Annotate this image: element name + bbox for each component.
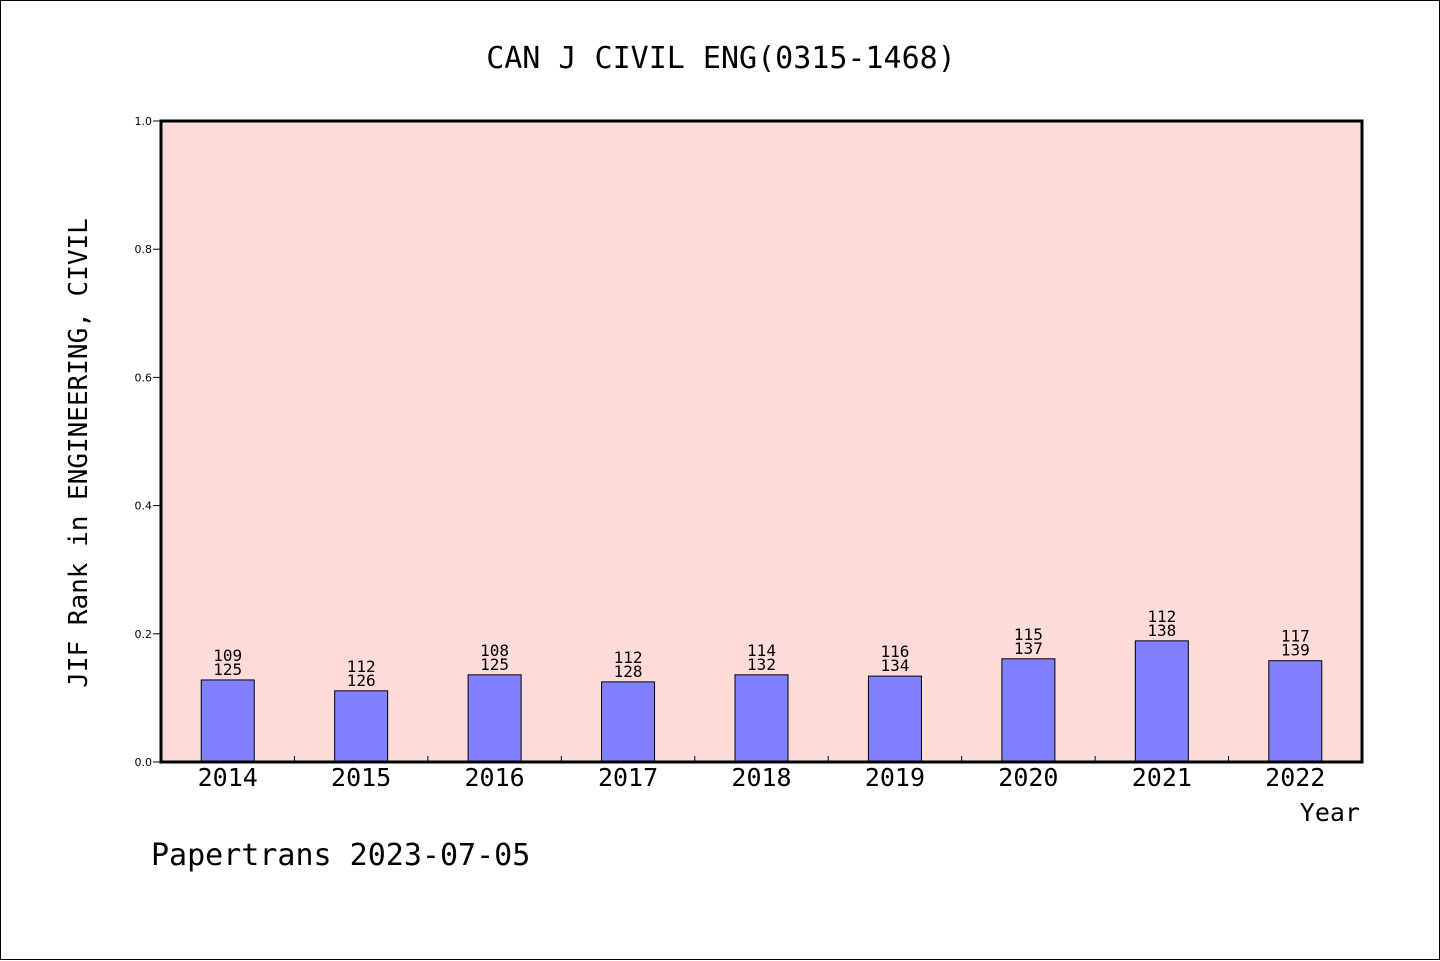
bar-2018 <box>734 674 789 763</box>
bar-2014 <box>200 679 255 763</box>
data-label: 112 <box>614 648 643 667</box>
bar-series <box>200 640 1323 763</box>
x-tick-label: 2021 <box>1132 763 1192 792</box>
data-label: 132 <box>747 655 776 674</box>
data-label: 114 <box>747 641 776 660</box>
y-tick-label: 0.6 <box>135 371 153 384</box>
y-axis-label: JIF Rank in ENGINEERING, CIVIL <box>64 218 94 688</box>
x-axis-label: Year <box>1300 798 1360 827</box>
bar-2015 <box>334 690 389 763</box>
data-label: 108 <box>480 641 509 660</box>
y-tick-label: 0.4 <box>135 500 153 513</box>
x-tick-label: 2014 <box>198 763 258 792</box>
data-label: 126 <box>347 671 376 690</box>
bar-2021 <box>1134 640 1189 763</box>
x-tick-label: 2020 <box>998 763 1058 792</box>
data-label: 134 <box>880 656 909 675</box>
data-label: 112 <box>347 657 376 676</box>
data-label: 128 <box>614 662 643 681</box>
x-tick-label: 2015 <box>331 763 391 792</box>
chart-title: CAN J CIVIL ENG(0315-1468) <box>486 41 956 76</box>
y-tick-label: 1.0 <box>135 115 153 128</box>
x-tick-label: 2016 <box>465 763 525 792</box>
footer-credit: Papertrans 2023-07-05 <box>151 838 530 873</box>
y-tick-label: 0.8 <box>135 243 153 256</box>
data-label: 139 <box>1281 641 1310 660</box>
bar-2017 <box>601 681 656 763</box>
data-label: 112 <box>1147 607 1176 626</box>
data-label: 116 <box>880 642 909 661</box>
data-label: 109 <box>213 646 242 665</box>
x-tick-label: 2018 <box>731 763 791 792</box>
data-label: 125 <box>213 660 242 679</box>
data-label: 115 <box>1014 625 1043 644</box>
data-label: 117 <box>1281 627 1310 646</box>
plot-border <box>159 119 1364 764</box>
y-tick-label: 0.0 <box>135 756 153 769</box>
data-label: 138 <box>1147 621 1176 640</box>
x-axis: 2014 2015 2016 2017 2018 2019 2020 2021 2022 <box>198 756 1325 792</box>
y-tick-label: 0.2 <box>135 628 153 641</box>
bar-2020 <box>1001 658 1056 763</box>
bar-2016 <box>467 674 522 763</box>
y-axis: 0.0 0.2 0.4 0.6 0.8 1.0 <box>135 115 161 769</box>
bar-2022 <box>1268 660 1323 763</box>
x-tick-label: 2017 <box>598 763 658 792</box>
bar-2019 <box>867 675 922 763</box>
x-tick-label: 2019 <box>865 763 925 792</box>
x-tick-label: 2022 <box>1265 763 1325 792</box>
data-label: 125 <box>480 655 509 674</box>
data-label: 137 <box>1014 639 1043 658</box>
